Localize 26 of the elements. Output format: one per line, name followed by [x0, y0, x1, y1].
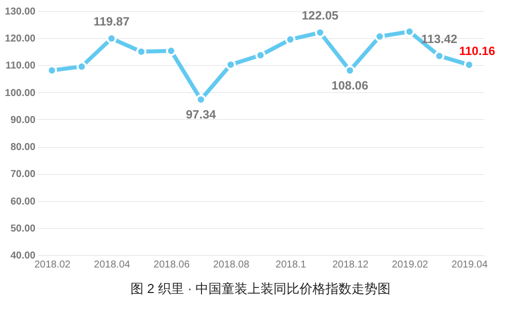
data-label: 113.42 — [421, 32, 458, 46]
x-tick-label: 2018.04 — [94, 260, 131, 270]
data-label: 119.87 — [93, 14, 130, 28]
y-tick-label: 70.00 — [10, 169, 36, 180]
x-tick-label: 2018.1 — [276, 260, 307, 270]
x-tick-label: 2019.04 — [452, 260, 488, 270]
y-tick-label: 110.00 — [5, 60, 36, 72]
x-tick-label: 2018.08 — [213, 260, 250, 270]
data-label: 108.06 — [332, 78, 369, 92]
y-tick-label: 60.00 — [10, 196, 36, 208]
y-tick-label: 50.00 — [10, 223, 36, 234]
data-label: 97.34 — [186, 108, 216, 122]
y-tick-label: 90.00 — [10, 114, 36, 126]
y-tick-label: 130.00 — [4, 6, 36, 18]
x-tick-label: 2019.02 — [392, 260, 429, 270]
x-tick-label: 2018.02 — [34, 260, 71, 270]
y-tick-label: 80.00 — [10, 142, 36, 154]
x-tick-label: 2018.12 — [332, 260, 369, 270]
data-label: 110.16 — [459, 44, 496, 58]
text: 图 2 织里 · 中国童装上装同比价格指数走势图 — [130, 281, 391, 296]
y-tick-label: 100.00 — [4, 88, 36, 99]
point — [226, 60, 236, 70]
x-tick-label: 2018.06 — [154, 260, 190, 270]
y-tick-label: 120.00 — [4, 34, 36, 45]
data-label: 122.05 — [302, 8, 339, 23]
y-tick-label: 40.00 — [10, 250, 36, 262]
